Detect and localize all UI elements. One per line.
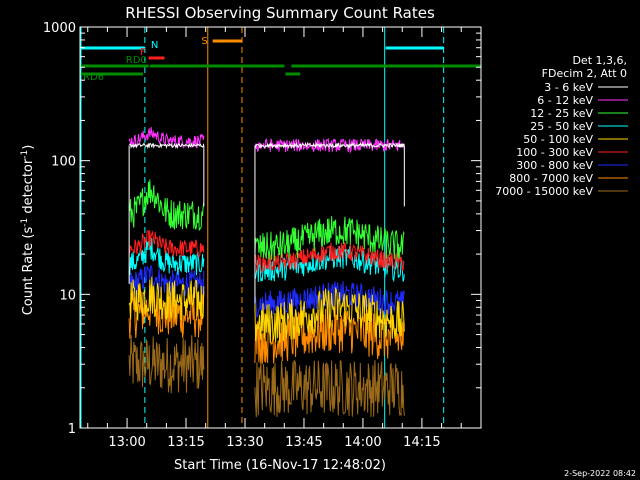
flag-label: F [140,47,146,58]
plot-frame [79,26,482,429]
series-line [128,265,205,298]
series-line [128,238,205,276]
series-line [254,286,405,344]
series-line [254,216,405,262]
series-line [254,359,405,418]
series-line [128,179,205,231]
y-axis-label: Count Rate (s-1 detector-1) [20,145,36,316]
x-axis-label: Start Time (16-Nov-17 12:48:02) [174,458,386,473]
x-tick-label: 13:15 [167,435,204,450]
series-line [254,141,405,150]
x-tick-label: 13:30 [226,435,263,450]
y-label-part-1: Count Rate (s [21,227,36,316]
series-line [128,230,205,258]
y-label-sup-1: -1 [20,218,30,227]
time-markers [80,27,445,428]
legend-label: 12 - 25 keV [530,107,593,120]
flag-label: RD6 [83,72,104,83]
y-tick-label: 1000 [43,21,76,36]
series-line [128,335,205,394]
flag-label: RD0 [126,55,147,66]
legend-label: 25 - 50 keV [530,120,593,133]
x-tick-label: 14:15 [403,435,440,450]
legend-label: 100 - 300 keV [516,146,593,159]
series-lines [128,126,405,418]
footer-date: 2-Sep-2022 08:42 [564,469,636,478]
series-line [128,276,205,322]
y-tick-label: 100 [51,155,76,170]
series-line [254,137,405,154]
flag-label: S [201,36,207,47]
y-label-sup-2: -1 [20,150,30,159]
legend-header-2: FDecim 2, Att 0 [542,67,627,80]
x-tick-label: 13:00 [108,435,145,450]
legend-label: 50 - 100 keV [523,133,593,146]
axes: 1 10 100 1000 13:00 13:15 13:30 13:45 14:00 14:15 [43,21,481,450]
legend-header-1: Det 1,3,6, [572,54,627,67]
chart-title: RHESSI Observing Summary Count Rates [125,4,435,22]
x-tick-label: 14:00 [344,435,381,450]
legend-label: 3 - 6 keV [544,81,593,94]
y-tick-label: 1 [68,422,76,437]
legend-label: 6 - 12 keV [537,94,593,107]
series-line [128,126,205,150]
series-line [254,242,405,274]
y-tick-label: 10 [59,288,76,303]
flag-label: N [151,40,158,51]
legend-label: 800 - 7000 keV [509,172,593,185]
x-tick-label: 13:45 [285,435,322,450]
legend-label: 300 - 800 keV [516,159,593,172]
series-line [128,142,205,150]
y-label-part-2: detector [21,158,36,218]
y-label-part-3: ) [21,145,36,150]
legend-label: 7000 - 15000 keV [495,185,593,198]
